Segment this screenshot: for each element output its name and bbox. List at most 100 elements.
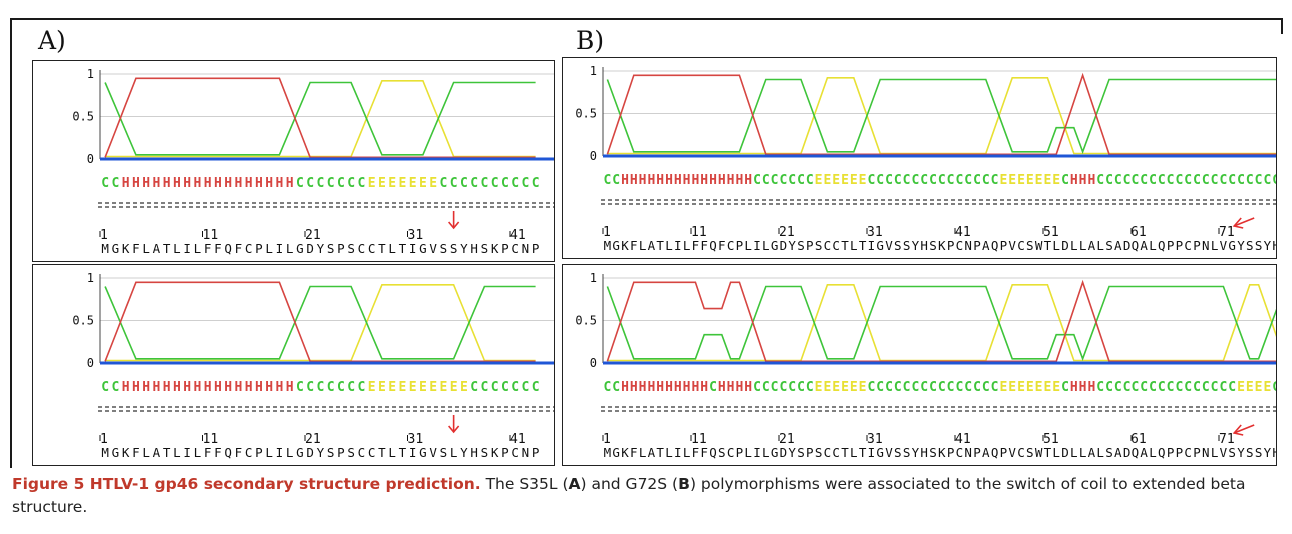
sequence-letter: Y: [460, 445, 468, 460]
ss-letter: E: [832, 173, 840, 188]
sequence-letter: Q: [991, 238, 999, 253]
sequence-letter: G: [771, 238, 779, 253]
ss-letter: H: [122, 176, 130, 191]
sequence-letter: D: [1061, 238, 1069, 253]
ss-letter: C: [955, 173, 963, 188]
ss-letter: H: [621, 173, 629, 188]
sequence-letter: Y: [788, 238, 796, 253]
ss-letter: C: [357, 176, 365, 191]
y-tick-label: 0: [590, 356, 597, 370]
sequence-letter: I: [183, 241, 191, 256]
ss-letter: C: [876, 380, 884, 395]
sequence-letter: S: [450, 241, 458, 256]
ss-letter: H: [234, 176, 242, 191]
sequence-letter: G: [876, 238, 884, 253]
position-label: 11: [203, 432, 219, 447]
ss-letter: E: [999, 173, 1007, 188]
ss-letter: E: [1008, 380, 1016, 395]
sequence-letter: V: [885, 238, 893, 253]
sequence-letter: P: [1000, 238, 1008, 253]
ss-letter: H: [152, 176, 160, 191]
ss-letter: E: [815, 173, 823, 188]
sequence-letter: G: [112, 445, 120, 460]
ss-letter: C: [521, 176, 529, 191]
position-label: 31: [867, 432, 883, 447]
sequence-letter: V: [429, 241, 437, 256]
ss-letter: C: [1175, 380, 1183, 395]
sequence-letter: Y: [1237, 445, 1245, 460]
sequence-letter: C: [727, 445, 735, 460]
sequence-letter: A: [648, 445, 656, 460]
ss-letter: H: [132, 380, 140, 395]
sequence-letter: S: [797, 445, 805, 460]
sequence-letter: Q: [991, 445, 999, 460]
ss-letter: C: [1105, 380, 1113, 395]
sequence-letter: C: [956, 445, 964, 460]
sequence-letter: F: [630, 238, 638, 253]
sequence-letter: G: [296, 445, 304, 460]
sequence-letter: Y: [460, 241, 468, 256]
sequence-letter: V: [1220, 238, 1228, 253]
ss-letter: C: [1123, 173, 1131, 188]
ss-letter: C: [1061, 380, 1069, 395]
ss-letter: C: [903, 173, 911, 188]
ss-letter: C: [1140, 380, 1148, 395]
ss-letter: C: [603, 173, 611, 188]
sequence-letter: W: [1035, 238, 1043, 253]
sequence-letter: C: [245, 445, 253, 460]
sequence-letter: Q: [224, 241, 232, 256]
sequence-letter: L: [265, 241, 273, 256]
sequence-letter: M: [101, 445, 109, 460]
ss-letter: E: [815, 380, 823, 395]
sequence-letter: S: [894, 445, 902, 460]
sequence-letter: C: [1184, 445, 1192, 460]
ss-letter: H: [204, 380, 212, 395]
sequence-letter: C: [824, 445, 832, 460]
ss-letter: C: [1219, 173, 1227, 188]
sequence-letter: L: [850, 238, 858, 253]
frame-right-line: [1281, 18, 1283, 34]
sequence-letter: I: [674, 238, 682, 253]
sequence-letter: G: [771, 445, 779, 460]
sequence-letter: V: [429, 445, 437, 460]
sequence-letter: T: [378, 241, 386, 256]
sequence-letter: Q: [1158, 238, 1166, 253]
sequence-letter: H: [470, 445, 478, 460]
ss-letter: E: [378, 380, 386, 395]
sequence-letter: L: [665, 238, 673, 253]
ss-letter: C: [867, 173, 875, 188]
sequence-letter: K: [621, 445, 629, 460]
ss-letter: C: [911, 380, 919, 395]
ss-letter: C: [1193, 173, 1201, 188]
ss-letter: C: [1211, 173, 1219, 188]
position-label: 41: [955, 225, 971, 240]
sequence-letter: C: [358, 241, 366, 256]
ss-letter: H: [1079, 173, 1087, 188]
ss-letter: C: [1272, 380, 1276, 395]
sequence-letter: F: [132, 445, 140, 460]
sequence-letter: T: [399, 445, 407, 460]
sequence-letter: T: [656, 238, 664, 253]
helix-curve: [606, 279, 1276, 363]
sequence-letter: I: [868, 445, 876, 460]
sequence-letter: M: [604, 238, 612, 253]
ss-letter: H: [674, 173, 682, 188]
sequence-letter: A: [1140, 445, 1148, 460]
ss-letter: C: [460, 176, 468, 191]
ss-letter: C: [1167, 173, 1175, 188]
ss-letter: C: [1114, 173, 1122, 188]
sequence-letter: L: [1079, 238, 1087, 253]
plot-a-top: 1 0.5 0 C C H H H H H H H H H H H H H H H H H C C C C C C C E E E E E E E C C…: [32, 60, 555, 262]
sequence-letter: H: [1272, 445, 1276, 460]
ss-letter: C: [1158, 173, 1166, 188]
position-label: 41: [510, 228, 526, 243]
ss-letter: H: [183, 176, 191, 191]
sequence-letter: L: [762, 238, 770, 253]
ss-letter: H: [718, 173, 726, 188]
ss-letter: C: [480, 380, 488, 395]
ss-letter: E: [859, 380, 867, 395]
ss-letter: H: [744, 173, 752, 188]
prediction-svg: 10.50C C H H H H H H H H H H H H H H H H H C C C C C C C E E E E E E E C C…: [72, 67, 554, 256]
ss-letter: C: [1114, 380, 1122, 395]
sequence-letter: S: [1026, 238, 1034, 253]
